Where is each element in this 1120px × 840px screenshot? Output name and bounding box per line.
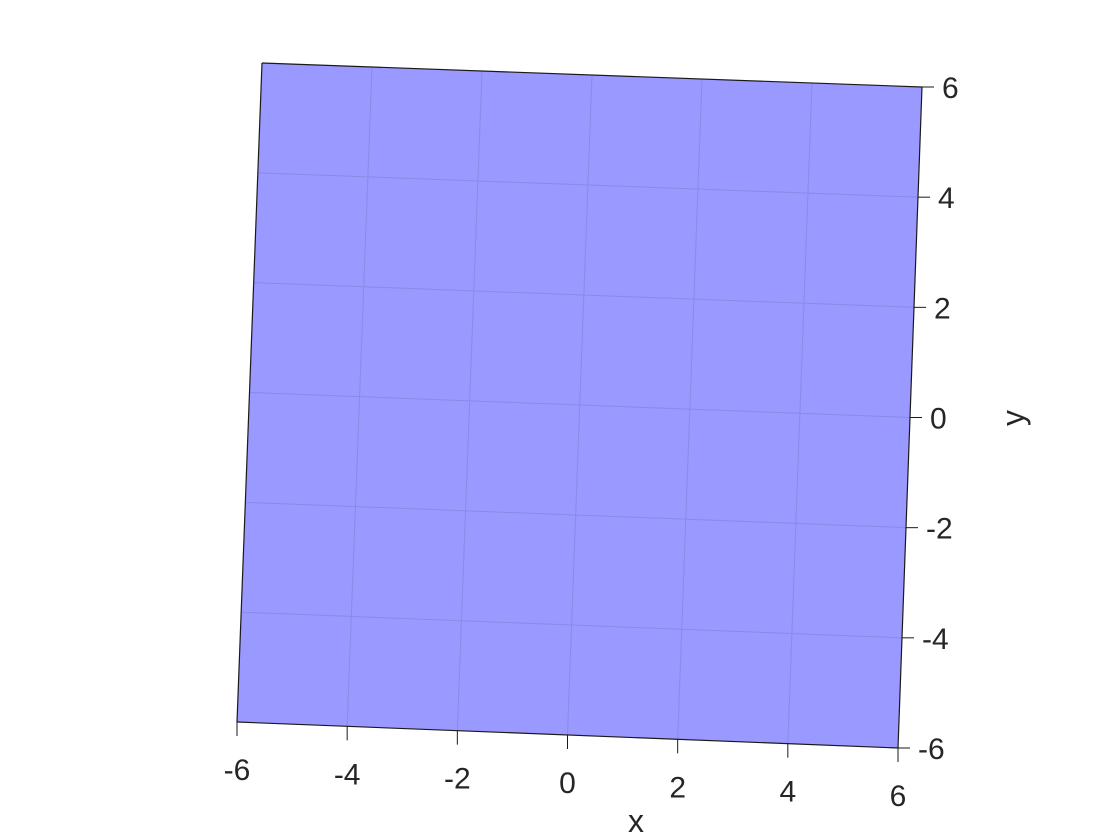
y-axis-label: y bbox=[995, 410, 1031, 426]
x-axis: -6 -4 -2 0 2 4 6 bbox=[224, 722, 907, 813]
x-tick-label: -6 bbox=[224, 754, 251, 787]
x-tick-label: 4 bbox=[779, 776, 796, 809]
x-axis-label: x bbox=[628, 803, 644, 839]
grid-line-y bbox=[253, 282, 915, 308]
grid bbox=[241, 66, 919, 744]
y-tick-label: 4 bbox=[938, 182, 955, 215]
x-tick-label: -2 bbox=[444, 763, 471, 796]
y-tick-label: 0 bbox=[930, 403, 947, 436]
y-tick-label: 6 bbox=[942, 72, 959, 105]
grid-line-y bbox=[245, 501, 907, 529]
y-tick-label: -6 bbox=[918, 733, 945, 766]
x-tick-label: -4 bbox=[334, 758, 361, 791]
left-edge bbox=[236, 62, 263, 723]
top-edge bbox=[261, 62, 923, 88]
x-tick-label: 2 bbox=[669, 771, 686, 804]
grid-line-y bbox=[249, 392, 911, 418]
grid-line-y bbox=[257, 172, 919, 198]
y-tick-label: -2 bbox=[926, 513, 953, 546]
y-tick-label: -4 bbox=[922, 623, 949, 656]
y-axis: -6 -4 -2 0 2 4 6 bbox=[898, 72, 959, 766]
y-tick-label: 2 bbox=[934, 292, 951, 325]
x-tick-label: 0 bbox=[559, 767, 576, 800]
grid-line-y bbox=[241, 611, 903, 639]
x-tick-label: 6 bbox=[890, 780, 907, 813]
